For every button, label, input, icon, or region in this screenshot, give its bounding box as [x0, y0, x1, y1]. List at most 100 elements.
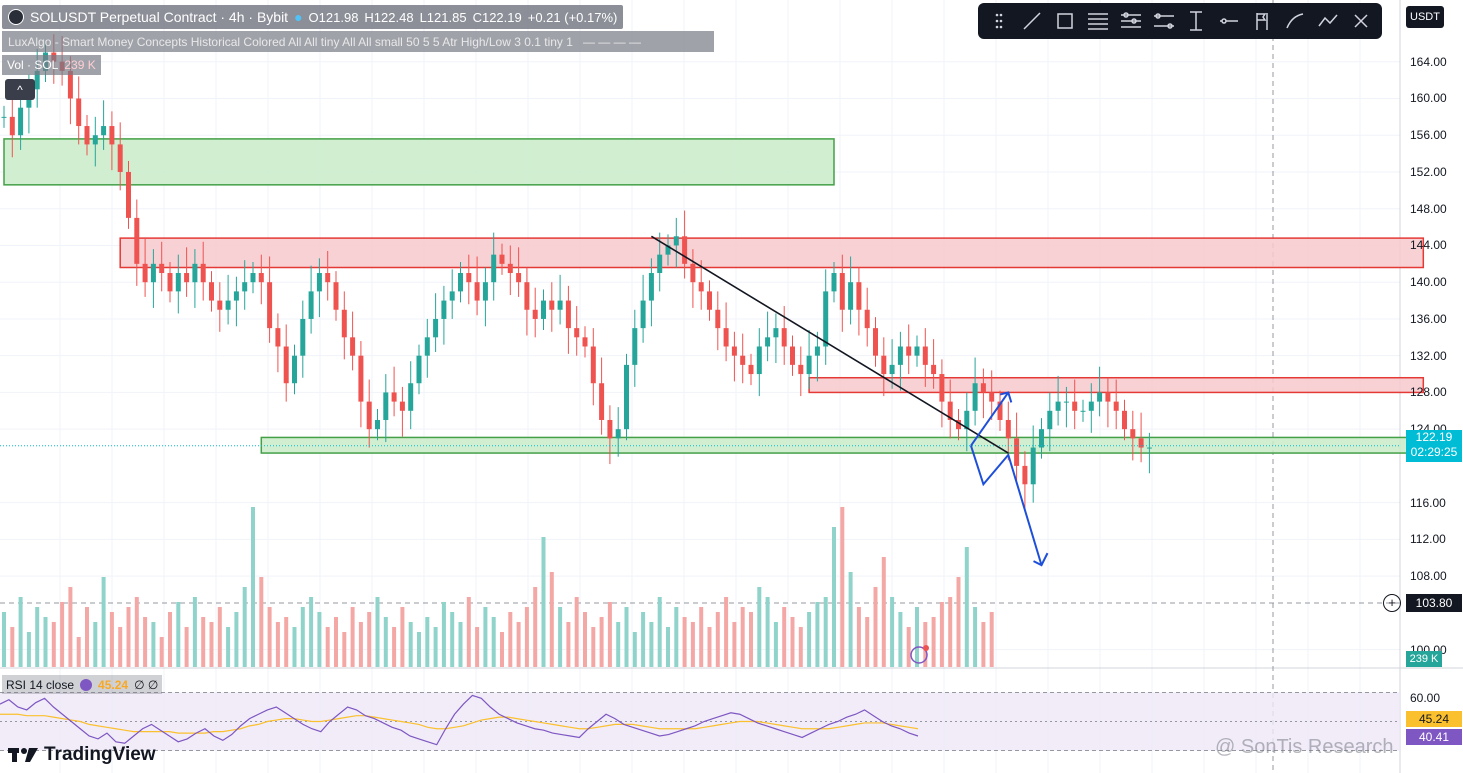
lightning-icon [910, 646, 928, 664]
volume-bar [43, 617, 48, 667]
current-price-tag: 122.19 02:29:25 [1406, 430, 1462, 462]
volume-bar [408, 622, 413, 667]
volume-bar [632, 632, 637, 667]
candle [1, 116, 7, 118]
candle [258, 273, 264, 283]
volume-bar [707, 627, 712, 667]
price-axis-label: 108.00 [1410, 569, 1447, 584]
candle [582, 337, 588, 347]
volume-bar [350, 607, 355, 667]
volume-bar [300, 607, 305, 667]
candle [458, 273, 463, 292]
candle [632, 328, 638, 365]
drag-handle-icon[interactable] [984, 6, 1015, 36]
volume-bar [765, 597, 770, 667]
price-axis-label: 156.00 [1410, 128, 1447, 143]
volume-bar [533, 587, 538, 667]
collapse-legend-button[interactable]: ^ [5, 79, 35, 100]
candle [1130, 429, 1136, 439]
volume-bar [118, 627, 123, 667]
candle [117, 144, 123, 172]
candle [690, 263, 696, 283]
candle [731, 346, 737, 356]
fib-retracement-icon[interactable] [1082, 6, 1113, 36]
symbol-title[interactable]: SOLUSDT Perpetual Contract · 4h · Bybit [30, 9, 289, 25]
candle [491, 254, 497, 283]
candle [1030, 447, 1036, 485]
path-icon[interactable] [1312, 6, 1343, 36]
candle [1146, 447, 1152, 449]
volume-bar [367, 612, 372, 667]
candle [856, 282, 862, 310]
horizontal-ray-icon[interactable] [1214, 6, 1245, 36]
candle [1080, 410, 1086, 412]
candle [557, 300, 563, 310]
rectangle-icon[interactable] [1050, 6, 1081, 36]
vertical-line-icon[interactable] [1181, 6, 1212, 36]
brush-icon[interactable] [1279, 6, 1310, 36]
candle [864, 309, 870, 329]
candle [657, 254, 663, 274]
volume-legend[interactable]: Vol · SOL 239 K [2, 55, 101, 75]
candle [715, 309, 721, 329]
candle [466, 273, 472, 283]
volume-bar [309, 597, 314, 667]
candle [399, 401, 405, 411]
candle [648, 273, 654, 301]
volume-bar [51, 622, 56, 667]
volume-bar [317, 612, 322, 667]
volume-bar [251, 507, 255, 667]
volume-bar [491, 617, 496, 667]
candles [0, 34, 1400, 511]
fib-channel-icon[interactable] [1115, 6, 1146, 36]
flag-mark-icon[interactable] [1247, 6, 1278, 36]
trend-line-icon[interactable] [1017, 6, 1048, 36]
candle [9, 116, 15, 136]
volume-bar [184, 627, 189, 667]
volume-bar [18, 597, 23, 667]
candle [947, 401, 953, 420]
candle [640, 300, 646, 329]
candle [92, 135, 98, 145]
projection-down [969, 445, 1043, 566]
volume-bar [417, 632, 421, 667]
volume-bar [10, 627, 15, 667]
candle [574, 328, 580, 338]
candle [267, 282, 273, 329]
rsi-legend[interactable]: RSI 14 close 45.24 ∅ ∅ [2, 675, 163, 694]
candle [590, 346, 596, 384]
candle [159, 263, 165, 274]
volume-bar [151, 622, 156, 667]
volume-bar [616, 622, 621, 667]
volume-bar [217, 607, 222, 667]
candle [1005, 419, 1011, 439]
rsi-ma-line [0, 713, 919, 734]
candle [798, 364, 804, 375]
volume-bar [906, 627, 911, 667]
indicator-legend[interactable]: LuxAlgo - Smart Money Concepts Historica… [2, 31, 714, 52]
candle [109, 126, 115, 145]
candle [607, 419, 613, 439]
volume-bar [450, 612, 455, 667]
candle [599, 383, 605, 420]
candle [1055, 401, 1061, 411]
candle [499, 254, 505, 264]
drawings [650, 235, 1049, 664]
candle [67, 70, 73, 99]
volume-bar [790, 617, 795, 667]
candle [1097, 392, 1103, 402]
candle [1047, 410, 1053, 430]
close-toolbar-icon[interactable] [1345, 6, 1376, 36]
currency-selector[interactable]: USDT [1406, 6, 1444, 28]
volume-bar [342, 632, 347, 667]
volume-value: 239 K [64, 58, 96, 72]
crosshair-add-icon[interactable]: + [1383, 594, 1401, 612]
volume-bar [267, 607, 272, 667]
candle [275, 328, 281, 347]
volume-bar [68, 587, 73, 667]
parallel-channel-icon[interactable] [1148, 6, 1179, 36]
volume-bar [690, 622, 695, 667]
volume-bar [466, 597, 471, 667]
tradingview-logo[interactable]: TradingView [8, 744, 156, 766]
